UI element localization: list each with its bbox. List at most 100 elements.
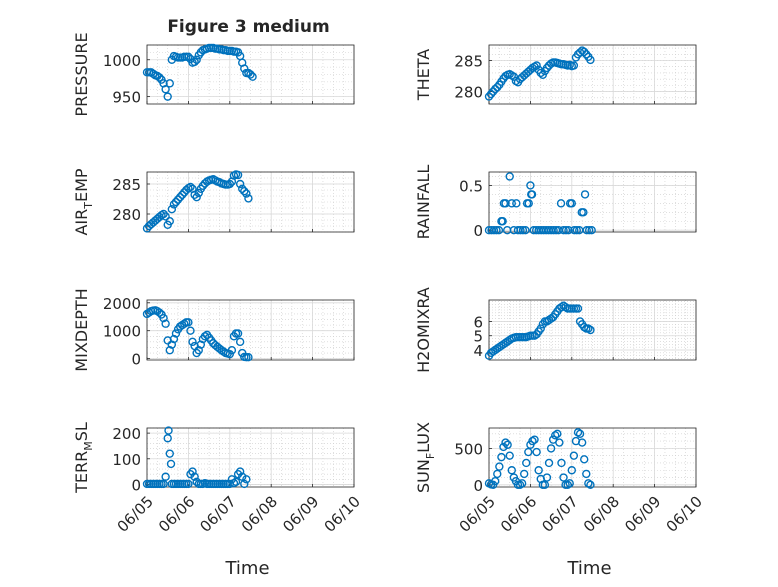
data-point — [580, 47, 589, 57]
y-tick-label: 285 — [112, 176, 141, 194]
data-point — [579, 208, 588, 217]
data-point — [519, 469, 529, 479]
data-point — [549, 226, 558, 235]
data-point — [542, 63, 552, 73]
data-point — [163, 434, 172, 443]
data-point — [569, 61, 579, 70]
data-point — [586, 325, 595, 335]
y-axis-label: AIRTEMP — [72, 168, 95, 235]
data-point — [225, 179, 235, 189]
data-point — [235, 467, 245, 476]
data-point — [564, 226, 573, 235]
y-axis-label: MIXDEPTH — [72, 288, 91, 371]
data-point — [161, 472, 170, 481]
data-point — [159, 313, 168, 323]
data-point — [527, 190, 537, 199]
data-point — [532, 61, 541, 70]
data-point — [563, 480, 572, 490]
data-point — [536, 68, 545, 78]
x-tick-label: 06/05 — [456, 493, 499, 536]
data-point — [532, 447, 541, 457]
data-point — [567, 466, 576, 475]
data-point — [231, 477, 241, 487]
data-point — [534, 466, 543, 475]
data-point — [577, 438, 587, 447]
data-point — [188, 337, 197, 347]
data-point — [573, 428, 583, 437]
data-point — [200, 332, 210, 341]
data-point — [489, 226, 499, 235]
y-tick-label: 0 — [473, 477, 483, 495]
data-point — [512, 199, 521, 208]
data-point — [501, 438, 510, 447]
data-point — [495, 462, 504, 471]
x-tick-label: 06/06 — [497, 493, 540, 536]
x-tick-label: 06/07 — [538, 493, 581, 536]
data-point — [186, 326, 195, 335]
data-point — [530, 435, 539, 444]
data-point — [240, 64, 249, 73]
data-point — [491, 476, 500, 486]
y-axis-label: SUNFLUX — [414, 422, 437, 493]
data-point — [192, 192, 201, 202]
data-point — [240, 186, 249, 196]
y-tick-label: 5 — [473, 328, 483, 346]
data-point — [164, 426, 173, 435]
subplot-8: 0 500 SUNFLUX 06/0506/0606/0706/0806/0906/1… — [414, 422, 706, 579]
subplot-2: 280 285 THETA — [414, 44, 697, 105]
data-point — [505, 451, 514, 460]
data-point — [584, 324, 593, 333]
y-tick-label: 6 — [473, 313, 483, 331]
figure-title: Figure 3 medium — [167, 17, 329, 37]
data-point — [194, 188, 203, 198]
subplot-4: 0 0.5 RAINFALL — [414, 165, 697, 240]
data-point — [184, 318, 193, 327]
data-point — [493, 83, 502, 92]
data-point — [503, 440, 512, 449]
data-point — [524, 199, 533, 208]
data-point — [246, 70, 255, 79]
data-point — [501, 199, 510, 208]
data-point — [184, 479, 193, 489]
axes-background — [489, 428, 696, 487]
data-point — [188, 467, 197, 476]
data-point — [536, 324, 545, 333]
y-tick-label: 0 — [131, 351, 141, 369]
data-point — [565, 479, 574, 488]
data-point — [505, 172, 514, 181]
data-point — [559, 473, 568, 482]
data-point — [526, 181, 535, 190]
data-point — [235, 337, 245, 347]
data-point — [582, 469, 591, 479]
data-point — [184, 52, 193, 61]
y-tick-label: 0 — [131, 476, 141, 494]
x-tick-label: 06/10 — [321, 493, 364, 536]
data-point — [557, 458, 566, 468]
data-point — [194, 346, 203, 355]
data-point — [546, 444, 556, 453]
x-tick-label: 06/08 — [238, 493, 281, 536]
data-point — [159, 209, 168, 219]
data-point — [165, 216, 174, 226]
y-tick-label: 1000 — [103, 323, 141, 341]
y-tick-label: 2000 — [103, 295, 141, 313]
subplot-6: 456 H2OMIXRA — [414, 287, 697, 373]
data-point — [171, 197, 181, 207]
data-point — [190, 190, 199, 200]
data-point — [587, 226, 596, 235]
data-point — [542, 473, 552, 482]
data-point — [244, 353, 253, 362]
data-point — [167, 340, 177, 349]
data-point — [155, 308, 164, 317]
y-axis-label: THETA — [414, 49, 433, 101]
data-point — [242, 475, 251, 484]
y-tick-label: 285 — [454, 53, 483, 71]
data-point — [175, 192, 185, 202]
data-point — [167, 204, 177, 214]
data-point — [165, 79, 174, 88]
y-axis-label: H2OMIXRA — [414, 287, 433, 373]
data-point — [521, 226, 530, 235]
data-point — [180, 319, 189, 328]
data-point — [586, 55, 595, 65]
x-axis-label: Time — [566, 558, 611, 579]
